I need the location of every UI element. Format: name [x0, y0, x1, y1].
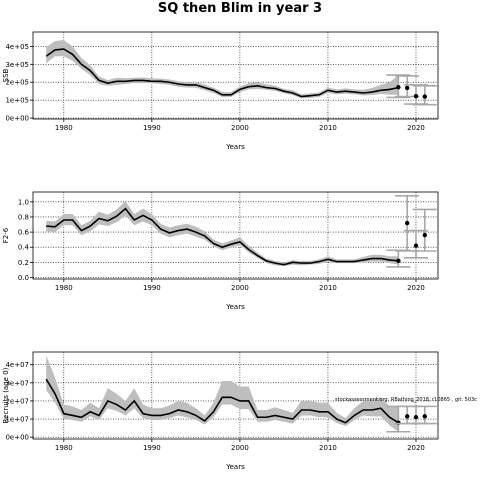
figure-title: SQ then Blim in year 3: [158, 1, 322, 16]
f-plot-frame: [32, 191, 439, 280]
ssb-xlabel: Years: [225, 143, 245, 151]
f-ytick-label-3: 0.6: [18, 229, 30, 237]
ssb-ytick-label-2: 2e+05: [5, 79, 29, 87]
ssb-forecast-point-2: [413, 94, 419, 99]
ssb-ylabel: SSB: [2, 68, 10, 82]
f-forecast-point-2: [413, 243, 419, 248]
ssb-ytick-label-4: 4e+05: [5, 43, 29, 51]
rec-xtick-label-2: 2000: [231, 444, 249, 452]
ssb-plot-frame: [32, 31, 439, 120]
f-xtick-label-4: 2020: [407, 284, 425, 292]
rec-ytick-label-3: 3e+07: [5, 379, 29, 387]
f-ytick-label-2: 0.4: [18, 244, 30, 252]
recruits-panel: 1980 1990 2000 2010 2020 0e+00 1e+07 2e+07 3e+07…: [2, 351, 439, 471]
ssb-confidence-band: [46, 40, 399, 99]
ssb-ytick-label-3: 3e+05: [5, 61, 29, 69]
ssb-forecast-point-0: [396, 85, 401, 90]
f-ytick-label-1: 0.2: [18, 259, 29, 267]
f-forecast-point-3: [422, 232, 427, 238]
f-xtick-label-2: 2000: [231, 284, 249, 292]
rec-plot-frame: [32, 351, 439, 440]
f-xtick-label-3: 2010: [319, 284, 337, 292]
ssb-xtick-label-2: 2000: [231, 124, 249, 132]
f-forecast-point-1: [404, 220, 410, 226]
ssb-ytick-label-1: 1e+05: [5, 97, 29, 105]
f-xtick-label-0: 1980: [55, 284, 73, 292]
rec-xtick-label-0: 1980: [55, 444, 73, 452]
ssb-xtick-label-0: 1980: [55, 124, 73, 132]
rec-xtick-label-1: 1990: [143, 444, 161, 452]
ssb-xtick-label-1: 1990: [143, 124, 161, 132]
ssb-panel: 1980 1990 2000 2010 2020 0e+00 1e+05 2e+05 3e+05…: [2, 31, 439, 151]
ssb-xtick-label-3: 2010: [319, 124, 337, 132]
f-ytick-label-5: 1.0: [18, 198, 29, 206]
source-annotation: stockassessment.org: RBathing_2018, r108…: [335, 397, 477, 403]
f-ytick-label-0: 0.0: [18, 274, 29, 282]
rec-confidence-band: [46, 355, 399, 432]
rec-xtick-label-3: 2010: [319, 444, 337, 452]
ssb-estimate-line: [45, 48, 399, 98]
f-confidence-band: [46, 201, 399, 267]
f-panel: 1980 1990 2000 2010 2020 0.0 0.2 0.4 0.6 0.8 1.0 Ye…: [2, 191, 439, 311]
rec-ytick-label-2: 2e+07: [5, 397, 29, 405]
rec-estimate-line: [45, 378, 399, 424]
ssb-xtick-label-4: 2020: [407, 124, 425, 132]
rec-ylabel: Recruits (age 0): [2, 367, 10, 423]
ssb-ytick-label-0: 0e+00: [5, 115, 29, 123]
f-ytick-label-4: 0.8: [18, 213, 29, 221]
rec-xlabel: Years: [225, 463, 245, 471]
f-estimate-line: [46, 207, 399, 266]
f-forecast-point-0: [396, 258, 401, 264]
f-xtick-label-1: 1990: [143, 284, 161, 292]
rec-forecast-point-1: [404, 414, 410, 419]
rec-xtick-label-4: 2020: [407, 444, 425, 452]
rec-ytick-label-0: 0e+00: [5, 434, 29, 442]
ssb-forecast-point-3: [422, 94, 427, 99]
ssb-forecast-point-1: [404, 85, 410, 91]
rec-ytick-label-1: 1e+07: [5, 416, 29, 424]
rec-forecast-point-2: [413, 415, 419, 420]
rec-ytick-label-4: 4e+07: [5, 361, 29, 369]
f-xlabel: Years: [225, 303, 245, 311]
rec-forecast-point-3: [422, 414, 427, 419]
f-ylabel: F2-6: [2, 227, 10, 243]
